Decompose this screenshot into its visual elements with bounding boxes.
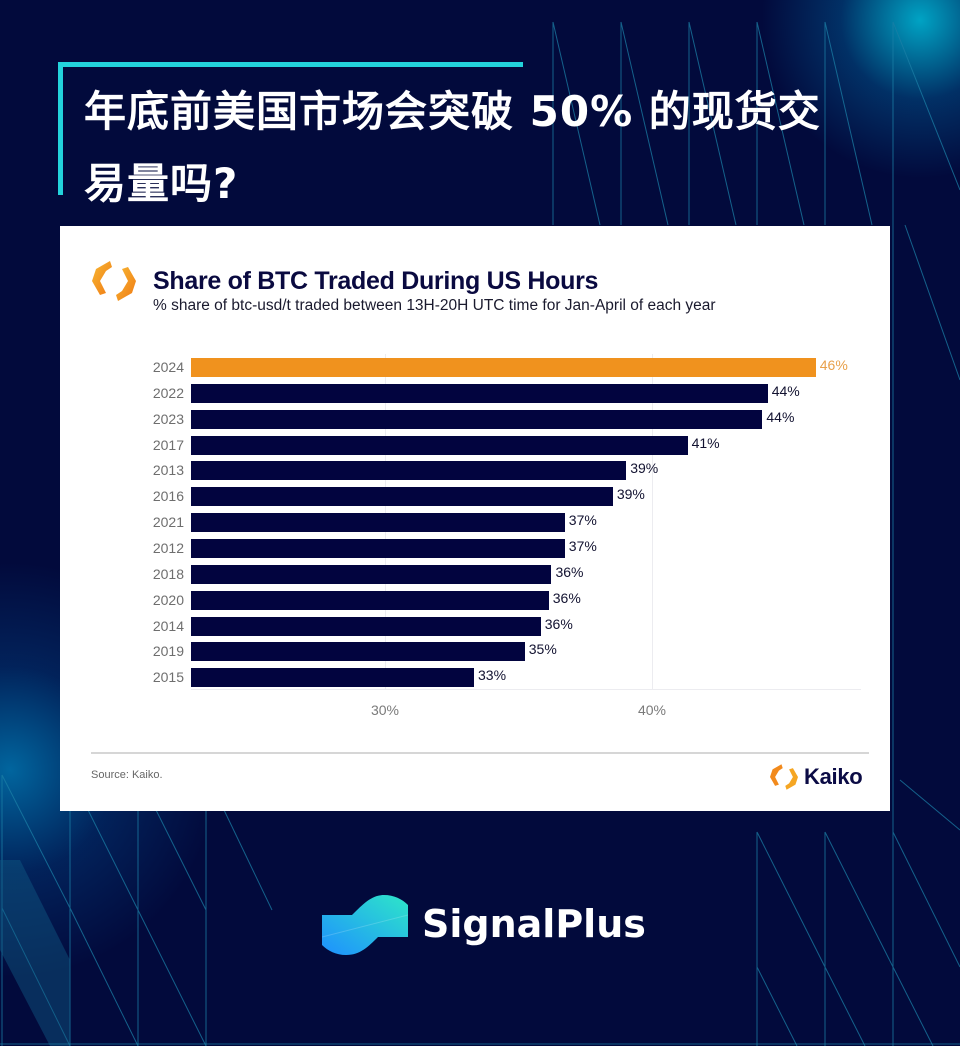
bar-value-label: 37% bbox=[568, 512, 597, 529]
category-label: 2016 bbox=[152, 488, 184, 505]
category-label: 2013 bbox=[152, 462, 184, 479]
category-label: 2022 bbox=[152, 384, 184, 401]
bar bbox=[191, 358, 816, 377]
bar-value-label: 37% bbox=[568, 537, 597, 554]
bar-chart-plot: 30% 40% 2024 46% 2022 44% 2023 44% 2017 41% 2013… bbox=[60, 226, 890, 811]
kaiko-wordmark: Kaiko bbox=[804, 764, 863, 789]
bar-value-label: 44% bbox=[766, 408, 795, 425]
category-label: 2024 bbox=[152, 359, 184, 375]
brand-name: SignalPlus bbox=[422, 902, 646, 946]
bar-value-label: 39% bbox=[616, 486, 645, 503]
bar-value-label: 39% bbox=[630, 460, 659, 477]
x-tick-40: 40% bbox=[637, 702, 667, 718]
title-accent-bracket bbox=[58, 62, 523, 195]
bar bbox=[191, 487, 613, 507]
bar-value-label: 36% bbox=[555, 563, 584, 580]
bar bbox=[191, 642, 525, 662]
bar bbox=[191, 409, 763, 429]
bar-value-label: 36% bbox=[552, 589, 581, 606]
kaiko-hexagon-icon bbox=[770, 764, 798, 790]
bar bbox=[191, 590, 549, 610]
source-note: Source: Kaiko. bbox=[91, 769, 163, 781]
chart-subtitle: % share of btc-usd/t traded between 13H-… bbox=[153, 297, 716, 314]
category-label: 2014 bbox=[152, 617, 184, 634]
category-label: 2017 bbox=[152, 436, 184, 453]
bar bbox=[191, 513, 565, 533]
category-label: 2023 bbox=[152, 410, 184, 427]
footer-divider bbox=[91, 752, 869, 754]
category-label: 2021 bbox=[152, 514, 184, 531]
headline-line-2: 易量吗? bbox=[84, 159, 239, 208]
signalplus-brand: SignalPlus bbox=[322, 893, 646, 955]
category-label: 2019 bbox=[152, 643, 184, 660]
bar-value-label: 44% bbox=[771, 382, 800, 399]
bar-value-label: 41% bbox=[691, 434, 720, 451]
page-headline: 年底前美国市场会突破 50% 的现货交 易量吗? bbox=[84, 76, 904, 220]
bar-value-label: 35% bbox=[528, 641, 557, 658]
chart-card: Share of BTC Traded During US Hours % sh… bbox=[60, 226, 890, 811]
bar-value-label: 36% bbox=[544, 615, 573, 632]
bar bbox=[191, 616, 541, 636]
bar-value-label: 46% bbox=[819, 357, 848, 373]
bar bbox=[191, 564, 552, 584]
kaiko-hexagon-icon bbox=[92, 261, 136, 301]
category-label: 2015 bbox=[152, 669, 184, 686]
category-label: 2020 bbox=[152, 591, 184, 608]
category-label: 2012 bbox=[152, 539, 184, 556]
x-tick-30: 30% bbox=[370, 702, 400, 718]
bar bbox=[191, 538, 565, 558]
category-label: 2018 bbox=[152, 565, 184, 582]
bar-value-label: 33% bbox=[478, 667, 507, 684]
gridline-40 bbox=[652, 354, 653, 690]
x-axis-line bbox=[191, 689, 861, 690]
bar bbox=[191, 668, 475, 688]
signalplus-wave-icon bbox=[322, 895, 408, 955]
kaiko-footer-logo: Kaiko bbox=[768, 763, 863, 791]
bar bbox=[191, 383, 768, 403]
chart-title: Share of BTC Traded During US Hours bbox=[153, 267, 599, 295]
headline-line-1: 年底前美国市场会突破 50% 的现货交 bbox=[84, 87, 821, 136]
bar bbox=[191, 461, 627, 481]
bar bbox=[191, 435, 688, 455]
